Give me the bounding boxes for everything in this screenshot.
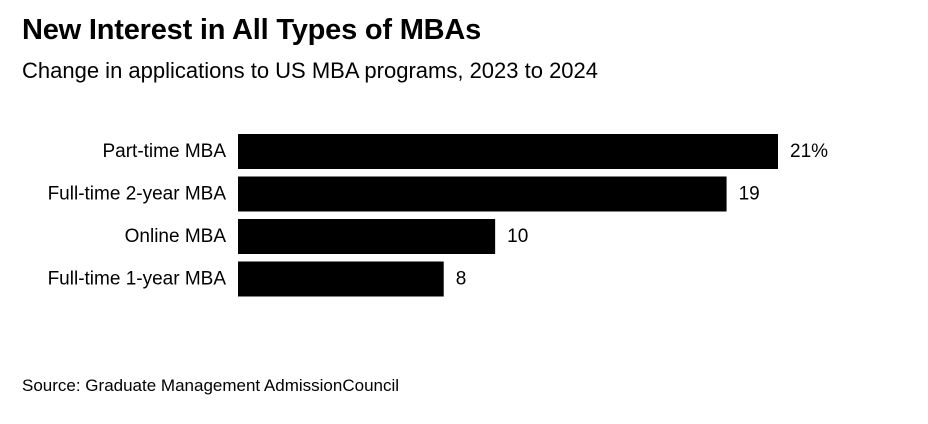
source-note: Source: Graduate Management AdmissionCou… bbox=[22, 376, 400, 395]
value-label-online-mba: 10 bbox=[507, 226, 528, 247]
bar-full-time-2-year-mba bbox=[238, 176, 727, 212]
bar-part-time-mba bbox=[238, 134, 778, 169]
value-label-full-time-1-year-mba: 8 bbox=[456, 269, 467, 290]
value-label-full-time-2-year-mba: 19 bbox=[739, 184, 760, 205]
category-label-full-time-2-year-mba: Full-time 2-year MBA bbox=[48, 184, 227, 205]
bar-online-mba bbox=[238, 219, 496, 254]
category-label-online-mba: Online MBA bbox=[125, 226, 227, 247]
chart-subtitle: Change in applications to US MBA program… bbox=[22, 58, 599, 83]
chart-title: New Interest in All Types of MBAs bbox=[22, 14, 482, 46]
value-label-part-time-mba: 21% bbox=[790, 141, 828, 162]
bar-full-time-1-year-mba bbox=[238, 261, 444, 297]
category-label-full-time-1-year-mba: Full-time 1-year MBA bbox=[48, 269, 227, 290]
category-label-part-time-mba: Part-time MBA bbox=[102, 141, 226, 162]
